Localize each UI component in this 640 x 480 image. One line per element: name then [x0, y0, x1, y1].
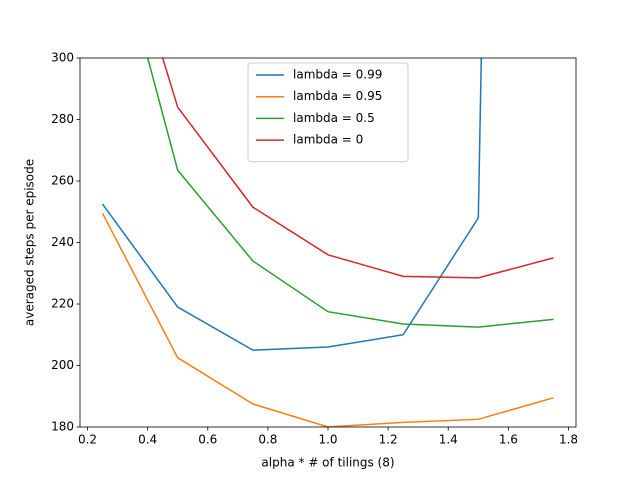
- series-line: [146, 58, 554, 328]
- x-tick-label: 1.8: [559, 433, 578, 447]
- plot-area: [101, 58, 554, 427]
- x-tick-label: 0.4: [138, 433, 157, 447]
- x-tick-label: 0.6: [198, 433, 217, 447]
- y-tick-label: 300: [51, 51, 74, 65]
- legend-label: lambda = 0: [293, 133, 363, 147]
- x-tick-label: 1.6: [499, 433, 518, 447]
- legend-label: lambda = 0.99: [293, 68, 382, 82]
- legend-label: lambda = 0.5: [293, 111, 375, 125]
- series-line: [101, 212, 554, 427]
- legend-label: lambda = 0.95: [293, 89, 382, 103]
- x-tick-label: 0.8: [258, 433, 277, 447]
- legend-box: [247, 62, 409, 163]
- x-axis-label: alpha * # of tilings (8): [261, 456, 394, 470]
- series-line: [161, 58, 554, 279]
- y-axis-label: averaged steps per episode: [23, 159, 37, 326]
- y-tick-label: 200: [51, 358, 74, 372]
- y-tick-label: 240: [51, 235, 74, 249]
- y-tick-label: 220: [51, 297, 74, 311]
- y-tick-label: 180: [51, 420, 74, 434]
- y-tick-label: 260: [51, 174, 74, 188]
- x-tick-label: 1.2: [379, 433, 398, 447]
- x-tick-label: 0.2: [78, 433, 97, 447]
- y-tick-label: 280: [51, 112, 74, 126]
- series-line: [101, 58, 483, 351]
- x-tick-label: 1.0: [318, 433, 337, 447]
- x-tick-label: 1.4: [439, 433, 458, 447]
